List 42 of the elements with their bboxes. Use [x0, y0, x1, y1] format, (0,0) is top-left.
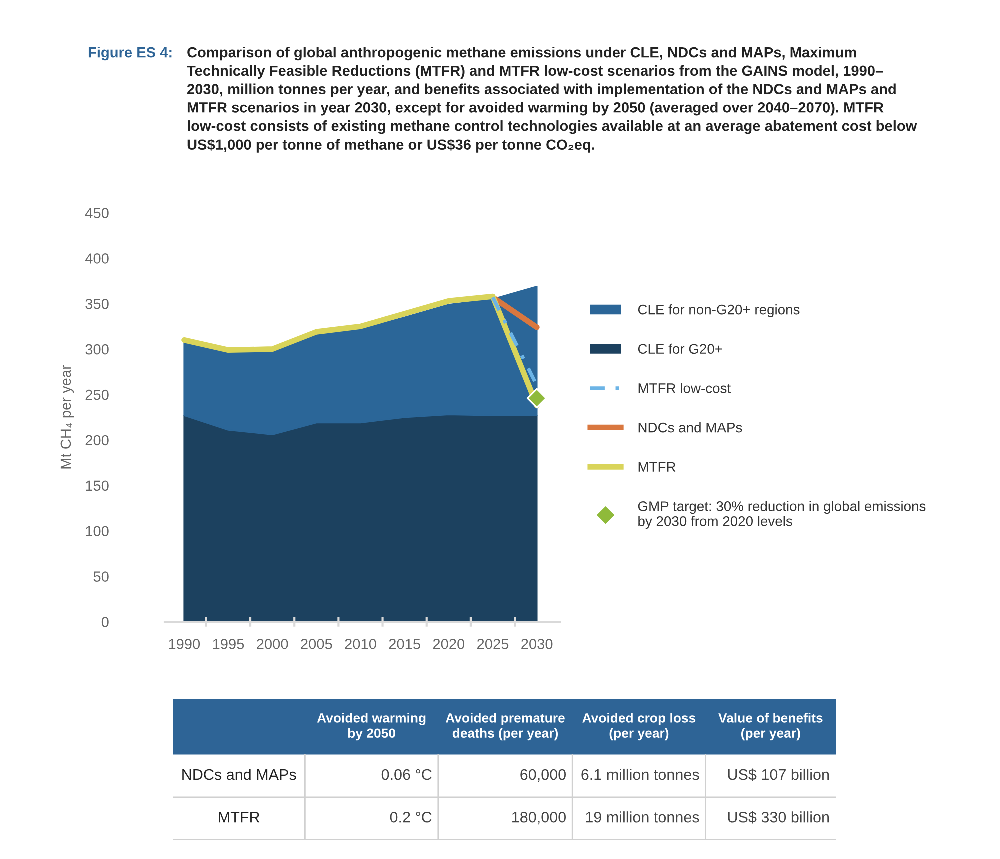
y-tick-label: 300: [86, 344, 109, 355]
y-tick-label: 350: [86, 298, 109, 310]
x-tick-label: 2000: [257, 639, 288, 650]
y-tick-label: 150: [86, 480, 109, 492]
category-label: MTFR: [219, 812, 260, 823]
category-label: Avoided premature deaths (per year): [446, 713, 565, 741]
category-label: Avoided warming by 2050: [317, 713, 426, 741]
y-axis-title: Mt CH₄ per year: [60, 365, 74, 469]
x-tick-label: 2010: [345, 639, 376, 650]
text: 19 million tonnes: [586, 812, 700, 823]
chart-subtitle: Comparison of global anthropogenic methane emissions under CLE, NDCs and MAPs, Maximum Technically Feasible Reductions (MTFR) and MTFR low-cost scenarios from the GAINS model, 1990– 2030, million tonnes per year, and benefits associated with implementation of the NDCs and MAPs and MTFR scenarios in year 2030, except for avoided warming by 2050 (averaged over 2040–2070). MTFR low-cost consists of existing methane control technologies available at an average abatement cost below US$1,000 per tonne of methane or US$36 per tonne CO₂eq.: [187, 47, 918, 153]
legend-label: CLE for non-G20+ regions: [638, 304, 800, 318]
y-tick-label: 100: [86, 526, 109, 537]
legend-label: MTFR: [638, 462, 676, 472]
text: 0.06 °C: [382, 769, 432, 780]
legend-label: NDCs and MAPs: [638, 422, 742, 433]
y-tick-label: 450: [85, 208, 109, 218]
y-tick-label: 0: [102, 617, 109, 628]
y-tick-label: 400: [85, 254, 109, 264]
chart-title: Figure ES 4:: [88, 47, 172, 61]
legend-label: GMP target: 30% reduction in global emissions by 2030 from 2020 levels: [638, 501, 926, 530]
text: 180,000: [512, 812, 566, 825]
legend-label: CLE for G20+: [638, 344, 722, 354]
category-label: Value of benefits (per year): [718, 713, 823, 741]
text: 60,000: [520, 769, 566, 782]
legend-label: MTFR low-cost: [638, 383, 731, 394]
y-tick-label: 50: [94, 572, 109, 582]
text: 6.1 million tonnes: [582, 768, 700, 780]
category-label: Avoided crop loss (per year): [582, 713, 696, 741]
x-tick-label: 1990: [169, 639, 200, 650]
text: US$ 330 billion: [728, 811, 830, 824]
text: US$ 107 billion: [728, 768, 830, 782]
y-tick-label: 200: [86, 435, 109, 446]
x-tick-label: 2005: [301, 639, 332, 650]
x-tick-label: 1995: [213, 639, 244, 650]
x-tick-label: 2030: [522, 639, 553, 650]
y-tick-label: 250: [86, 390, 109, 400]
text: 0.2 °C: [390, 812, 432, 823]
x-tick-label: 2025: [478, 639, 509, 650]
x-tick-label: 2015: [389, 639, 420, 650]
x-tick-label: 2020: [433, 639, 465, 650]
category-label: NDCs and MAPs: [182, 768, 296, 780]
